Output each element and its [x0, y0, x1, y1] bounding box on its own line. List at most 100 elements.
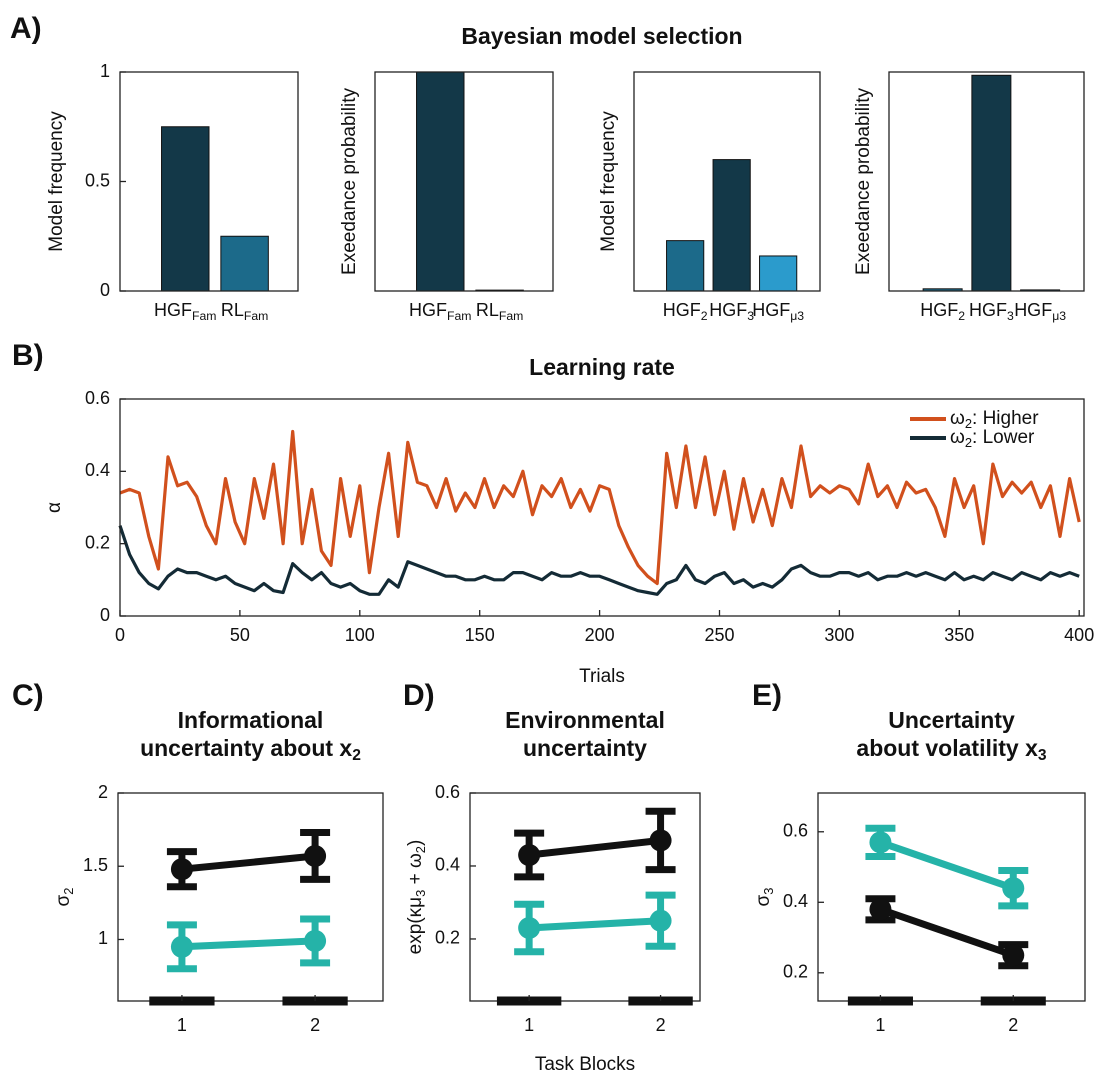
x-tick-label: RLFam: [221, 300, 269, 323]
chart-title: Learning rate: [529, 354, 675, 380]
axes-frame: [119, 398, 1085, 617]
legend-label: ω2: Higher: [950, 408, 1039, 431]
marker: [518, 917, 541, 940]
x-tick-label: 1: [177, 1015, 187, 1035]
chart-title-sub: 2: [352, 747, 361, 764]
marker: [170, 858, 193, 881]
bar: [161, 126, 210, 292]
y-axis-label: exp(κμ3 + ω2): [405, 840, 428, 955]
legend-label-part: : Higher: [972, 408, 1039, 429]
series-line: [181, 852, 316, 873]
bar: [971, 74, 1012, 292]
x-tick-label: 150: [465, 625, 495, 645]
x-tick-label-sub: μ3: [790, 309, 804, 323]
legend-label-part: ω: [950, 427, 965, 448]
x-tick-label-sub: Fam: [244, 309, 268, 323]
y-tick-label: 0.6: [783, 821, 808, 841]
series-line: [879, 905, 1015, 959]
y-axis-label: α: [44, 502, 65, 513]
y-axis-label-sub: 2: [413, 846, 428, 853]
x-tick-label: 300: [824, 625, 854, 645]
series-line: [118, 525, 1080, 596]
marker: [518, 844, 541, 867]
x-tick-label: 1: [875, 1015, 885, 1035]
x-tick-label: 2: [1008, 1015, 1018, 1035]
x-axis-label: Trials: [579, 666, 625, 687]
x-tick-label-sub: 2: [701, 309, 708, 323]
y-tick-label: 1.5: [83, 855, 108, 875]
x-tick-label: RLFam: [476, 300, 523, 323]
x-tick-label-part: HGF: [1014, 300, 1052, 320]
x-tick-label: 250: [704, 625, 734, 645]
chart-title: about volatility x3: [856, 735, 1046, 764]
x-tick-label-part: HGF: [920, 300, 958, 320]
marker: [1002, 944, 1025, 967]
x-tick-label-part: HGF: [969, 300, 1007, 320]
y-axis-label-part: σ: [53, 894, 74, 906]
y-axis-label: Model frequency: [598, 111, 619, 252]
y-axis-label: Model frequency: [46, 111, 67, 252]
y-axis-label-part: exp(κμ: [405, 897, 426, 954]
marker: [869, 831, 892, 854]
axes-frame: [888, 71, 1085, 292]
x-tick-label: 0: [115, 625, 125, 645]
y-tick-label: 0.6: [435, 782, 460, 802]
x-tick-label-part: RL: [476, 300, 499, 320]
x-tick-label: 2: [656, 1015, 666, 1035]
y-axis-label: σ3: [753, 888, 776, 907]
series-line: [528, 836, 661, 859]
x-tick-label: 350: [944, 625, 974, 645]
x-tick-label: HGF2: [663, 300, 708, 323]
y-tick-label: 0.2: [783, 962, 808, 982]
x-tick-label: 50: [230, 625, 250, 645]
marker: [649, 909, 672, 932]
axes-frame: [374, 71, 554, 292]
y-axis-label-part: σ: [753, 894, 774, 906]
x-tick-label-sub: Fam: [447, 309, 471, 323]
y-tick-label: 0.5: [85, 170, 110, 190]
panel-label: C): [12, 679, 44, 712]
y-tick-label: 0.2: [435, 928, 460, 948]
x-tick-label-sub: Fam: [192, 309, 216, 323]
bar: [220, 235, 269, 292]
marker: [304, 844, 327, 867]
x-tick-label-sub: Fam: [499, 309, 523, 323]
x-tick-label-sub: 2: [958, 309, 965, 323]
marker: [869, 898, 892, 921]
x-tick-label: 2: [310, 1015, 320, 1035]
y-axis-label-sub: 3: [413, 890, 428, 897]
y-axis-label-sub: 3: [761, 888, 776, 895]
y-tick-label: 0.4: [85, 460, 110, 480]
y-tick-label: 0: [100, 605, 110, 625]
y-axis-label: Exeedance probability: [853, 88, 874, 275]
x-tick-label: 1: [524, 1015, 534, 1035]
bar: [712, 159, 751, 292]
marker: [304, 929, 327, 952]
legend-label: ω2: Lower: [950, 427, 1035, 450]
x-tick-label: 200: [585, 625, 615, 645]
y-axis-label-part: ): [405, 840, 426, 846]
axes-frame: [117, 792, 384, 1002]
y-axis-label: Exeedance probability: [339, 88, 360, 275]
x-tick-label-sub: 3: [747, 309, 754, 323]
panel-label: B): [12, 339, 44, 372]
x-tick-label: 100: [345, 625, 375, 645]
panel-label: A): [10, 12, 42, 45]
y-axis-label-sub: 2: [61, 888, 76, 895]
chart-title-part: about volatility x: [856, 735, 1038, 761]
x-tick-label-sub: μ3: [1052, 309, 1066, 323]
panel-label: D): [403, 679, 435, 712]
x-tick-label: HGF3: [709, 300, 754, 323]
legend-label-part: : Lower: [972, 427, 1035, 448]
x-tick-label: 400: [1064, 625, 1094, 645]
bar: [416, 71, 465, 292]
y-tick-label: 0: [100, 280, 110, 300]
x-tick-label-part: HGF: [709, 300, 747, 320]
y-axis-label-part: + ω: [405, 853, 426, 890]
axes-frame: [633, 71, 821, 292]
x-tick-label-part: HGF: [154, 300, 192, 320]
chart-title: Environmental: [505, 707, 665, 733]
axes-frame: [817, 792, 1086, 1002]
marker: [170, 935, 193, 958]
